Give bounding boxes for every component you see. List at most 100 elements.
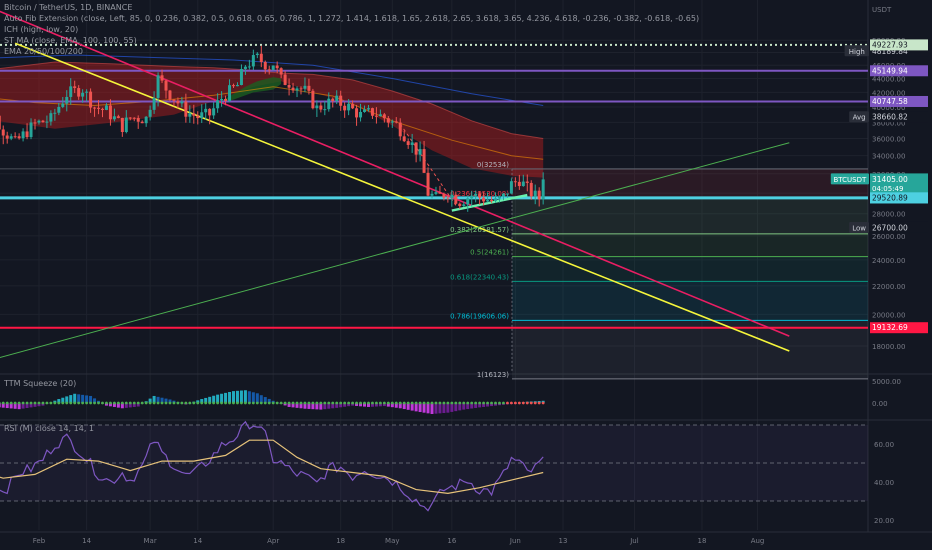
candle-body xyxy=(208,108,212,116)
squeeze-bar xyxy=(124,403,128,408)
squeeze-dot xyxy=(116,401,120,405)
squeeze-dot xyxy=(502,401,505,405)
candle-body xyxy=(204,108,208,113)
candle-body xyxy=(140,121,144,124)
candle-body xyxy=(73,86,77,89)
candle-body xyxy=(172,99,176,101)
squeeze-bar xyxy=(394,403,398,408)
squeeze-bar xyxy=(359,403,363,407)
squeeze-bar xyxy=(267,398,271,403)
candle-body xyxy=(267,69,271,71)
candle-body xyxy=(104,105,108,110)
squeeze-dot xyxy=(279,401,283,405)
rsi-title[interactable]: RSI (M) close 14, 14, 1 xyxy=(4,424,94,433)
squeeze-dot xyxy=(343,401,347,405)
squeeze-bar xyxy=(216,394,220,403)
squeeze-bar xyxy=(1,403,5,408)
squeeze-dot xyxy=(418,401,422,405)
candle-body xyxy=(390,121,394,123)
squeeze-bar xyxy=(9,403,13,409)
candle-body xyxy=(25,131,29,138)
squeeze-bar xyxy=(25,403,29,408)
squeeze-dot xyxy=(216,401,220,405)
squeeze-dot xyxy=(307,401,311,405)
squeeze-bar xyxy=(470,403,474,409)
candle-body xyxy=(351,103,355,109)
squeeze-bar xyxy=(366,403,370,407)
squeeze-bar xyxy=(5,403,9,409)
symbol-title: Bitcoin / TetherUS, 1D, BINANCE xyxy=(4,3,133,12)
squeeze-bar xyxy=(263,397,267,403)
squeeze-dot xyxy=(85,401,89,405)
squeeze-dot xyxy=(319,401,323,405)
squeeze-dot xyxy=(410,401,414,405)
squeeze-bar xyxy=(370,403,374,407)
candle-body xyxy=(474,193,478,196)
squeeze-dot xyxy=(124,401,128,405)
candle-body xyxy=(251,55,255,67)
candle-body xyxy=(410,142,414,145)
fib-zone xyxy=(512,168,868,198)
squeeze-dot xyxy=(422,401,426,405)
time-tick: Mar xyxy=(144,537,157,545)
squeeze-dot xyxy=(438,401,442,405)
squeeze-dot xyxy=(363,401,366,405)
candle-body xyxy=(124,117,128,133)
level-tag-bg xyxy=(870,39,928,51)
squeeze-dot xyxy=(140,401,144,405)
candle-body xyxy=(69,86,73,97)
squeeze-dot xyxy=(89,401,92,405)
squeeze-dot xyxy=(180,401,184,405)
squeeze-bar xyxy=(374,403,378,407)
squeeze-dot xyxy=(148,401,152,405)
price-tick: 22000.00 xyxy=(872,283,905,291)
squeeze-dot xyxy=(275,401,279,405)
dashed-projection xyxy=(399,123,457,206)
candle-body xyxy=(382,114,386,119)
candle-body xyxy=(49,113,53,122)
squeeze-bar xyxy=(17,403,21,410)
squeeze-dot xyxy=(53,401,57,405)
squeeze-dot xyxy=(291,401,295,405)
squeeze-bar xyxy=(13,403,17,409)
rsi-lines xyxy=(0,420,544,512)
squeeze-bar xyxy=(232,391,235,403)
squeeze-dot xyxy=(398,401,402,405)
squeeze-dot xyxy=(109,401,112,405)
squeeze-dot xyxy=(490,401,493,405)
squeeze-dot xyxy=(287,401,291,405)
squeeze-dot xyxy=(478,401,482,405)
squeeze-bar xyxy=(235,390,239,403)
candle-body xyxy=(21,131,25,139)
squeeze-dot xyxy=(168,401,172,405)
squeeze-bar xyxy=(355,403,359,406)
tag-value-avg: 38660.82 xyxy=(872,113,908,122)
candle-body xyxy=(406,141,410,145)
squeeze-dot xyxy=(93,401,96,405)
squeeze-bar xyxy=(490,403,494,407)
squeeze-dot xyxy=(1,401,5,405)
candle-body xyxy=(148,109,152,117)
trendline-yellow xyxy=(14,42,790,352)
candle-body xyxy=(418,149,422,155)
candle-body xyxy=(470,195,474,199)
candle-body xyxy=(243,66,247,69)
squeeze-dot xyxy=(434,401,438,405)
indicator-stma[interactable]: ST MA (close, EMA, 100, 100, 55) xyxy=(4,36,137,45)
squeeze-bar xyxy=(398,403,402,409)
candle-body xyxy=(271,65,275,70)
candle-body xyxy=(450,194,454,199)
squeeze-title[interactable]: TTM Squeeze (20) xyxy=(4,379,77,388)
squeeze-bar xyxy=(319,403,323,410)
indicator-fib[interactable]: Auto Fib Extension (close, Left, 85, 0, … xyxy=(4,14,700,23)
tag-label-bg-avg xyxy=(849,111,869,123)
indicator-ema[interactable]: EMA 20/50/100/200 xyxy=(4,47,83,56)
candle-body xyxy=(228,85,232,102)
candle-body xyxy=(192,113,196,116)
squeeze-dot xyxy=(367,401,370,405)
level-tag-value: 29520.89 xyxy=(872,193,908,202)
candle-body xyxy=(430,193,434,196)
candle-body xyxy=(180,101,184,104)
indicator-ich[interactable]: ICH (high, low, 20) xyxy=(4,25,79,34)
